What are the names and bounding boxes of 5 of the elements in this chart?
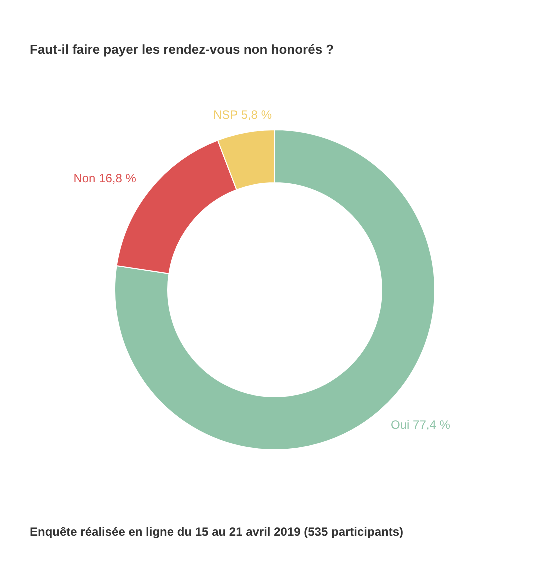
slice-label: Non 16,8 % bbox=[74, 171, 137, 186]
slice-label: Oui 77,4 % bbox=[391, 418, 451, 432]
chart-title: Faut-il faire payer les rendez-vous non honorés ? bbox=[30, 42, 334, 57]
slice-label: NSP 5,8 % bbox=[214, 108, 272, 122]
text: Enquête réalisée en ligne du 15 au 21 avril 2019 (535 participants) bbox=[30, 525, 404, 539]
